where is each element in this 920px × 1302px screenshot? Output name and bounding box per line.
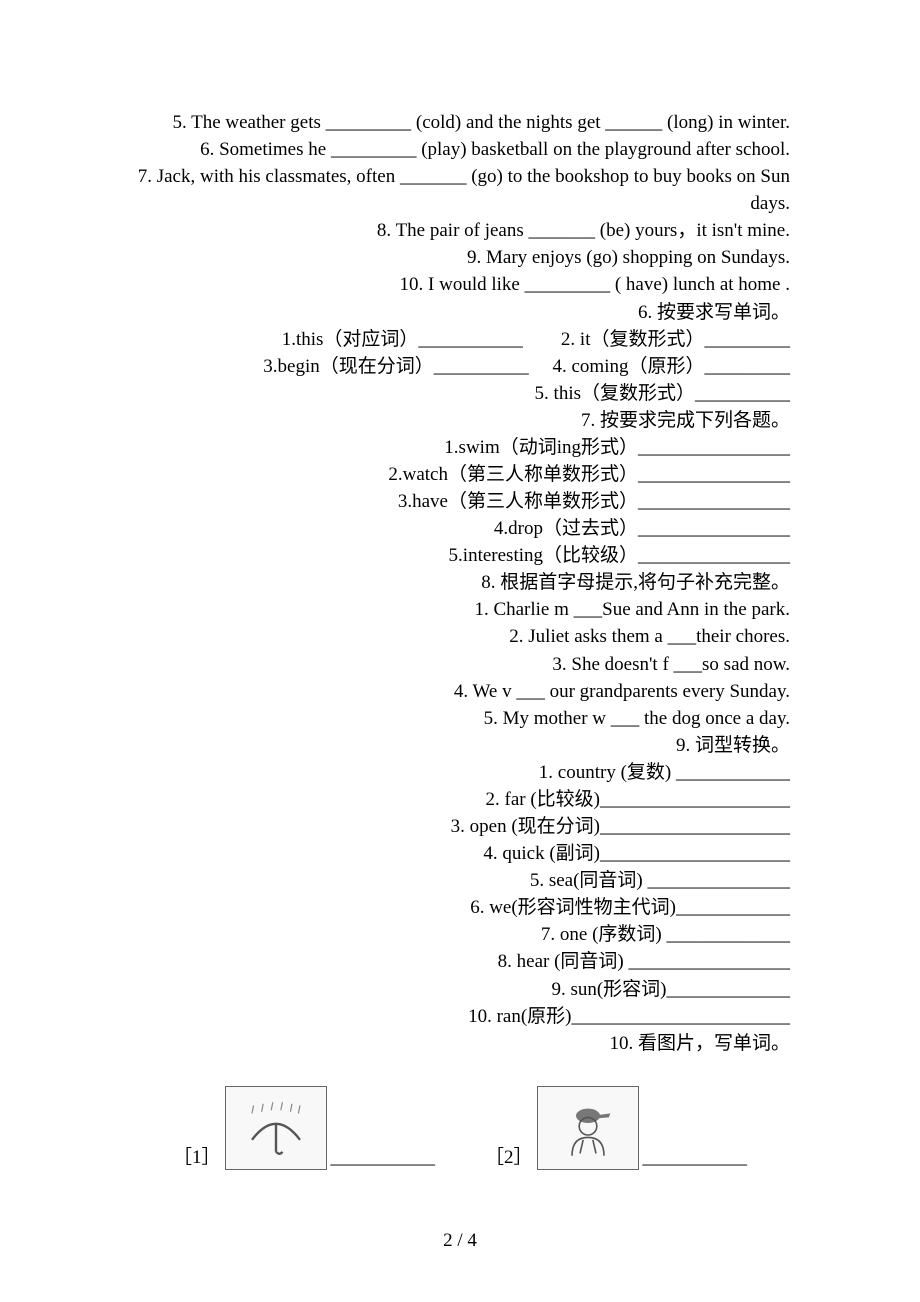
question-line: 5. this（复数形式）__________ <box>130 381 790 406</box>
question-line: 2. far (比较级)____________________ <box>130 787 790 812</box>
question-line: 3. She doesn't f ___so sad now. <box>130 652 790 677</box>
section-heading: 8. 根据首字母提示,将句子补充完整。 <box>130 570 790 595</box>
question-line: 4.drop（过去式）________________ <box>130 516 790 541</box>
person-cap-icon <box>537 1086 639 1170</box>
question-line: 10. ran(原形)_______________________ <box>130 1004 790 1029</box>
question-line: 1. Charlie m ___Sue and Ann in the park. <box>130 597 790 622</box>
section-heading: 6. 按要求写单词。 <box>130 300 790 325</box>
question-line: 5. My mother w ___ the dog once a day. <box>130 706 790 731</box>
question-line: 4. quick (副词)____________________ <box>130 841 790 866</box>
question-line: 3.begin（现在分词）__________ 4. coming（原形）___… <box>130 354 790 379</box>
section-heading: 7. 按要求完成下列各题。 <box>130 408 790 433</box>
question-line: 5. The weather gets _________ (cold) and… <box>130 110 790 135</box>
question-line: 3. open (现在分词)____________________ <box>130 814 790 839</box>
question-line: 1.this（对应词）___________ 2. it（复数形式）______… <box>130 327 790 352</box>
question-line: 2.watch（第三人称单数形式）________________ <box>130 462 790 487</box>
image-label: ［1］ <box>173 1145 221 1170</box>
question-line: 8. The pair of jeans _______ (be) yours，… <box>130 218 790 243</box>
question-line: 7. Jack, with his classmates, often ____… <box>130 164 790 189</box>
document-content: 5. The weather gets _________ (cold) and… <box>130 110 790 1170</box>
section-heading: 10. 看图片，写单词。 <box>130 1031 790 1056</box>
question-line: 6. we(形容词性物主代词)____________ <box>130 895 790 920</box>
question-line: 9. Mary enjoys (go) shopping on Sundays. <box>130 245 790 270</box>
question-line: 1. country (复数) ____________ <box>130 760 790 785</box>
question-line: 10. I would like _________ ( have) lunch… <box>130 272 790 297</box>
answer-blank: ___________ <box>643 1145 748 1170</box>
question-line: 4. We v ___ our grandparents every Sunda… <box>130 679 790 704</box>
image-label: ［2］ <box>485 1145 533 1170</box>
question-line: days. <box>130 191 790 216</box>
section-heading: 9. 词型转换。 <box>130 733 790 758</box>
question-line: 2. Juliet asks them a ___their chores. <box>130 624 790 649</box>
image-item-1: ［1］ ___________ <box>173 1086 435 1170</box>
question-line: 5.interesting（比较级）________________ <box>130 543 790 568</box>
image-row: ［1］ ___________ ［2］ <box>130 1086 790 1170</box>
question-line: 1.swim（动词ing形式）________________ <box>130 435 790 460</box>
image-item-2: ［2］ ___________ <box>485 1086 747 1170</box>
question-line: 3.have（第三人称单数形式）________________ <box>130 489 790 514</box>
question-line: 7. one (序数词) _____________ <box>130 922 790 947</box>
answer-blank: ___________ <box>331 1145 436 1170</box>
question-line: 8. hear (同音词) _________________ <box>130 949 790 974</box>
question-line: 6. Sometimes he _________ (play) basketb… <box>130 137 790 162</box>
question-line: 5. sea(同音词) _______________ <box>130 868 790 893</box>
umbrella-rain-icon <box>225 1086 327 1170</box>
page-number: 2 / 4 <box>0 1230 920 1252</box>
question-line: 9. sun(形容词)_____________ <box>130 977 790 1002</box>
